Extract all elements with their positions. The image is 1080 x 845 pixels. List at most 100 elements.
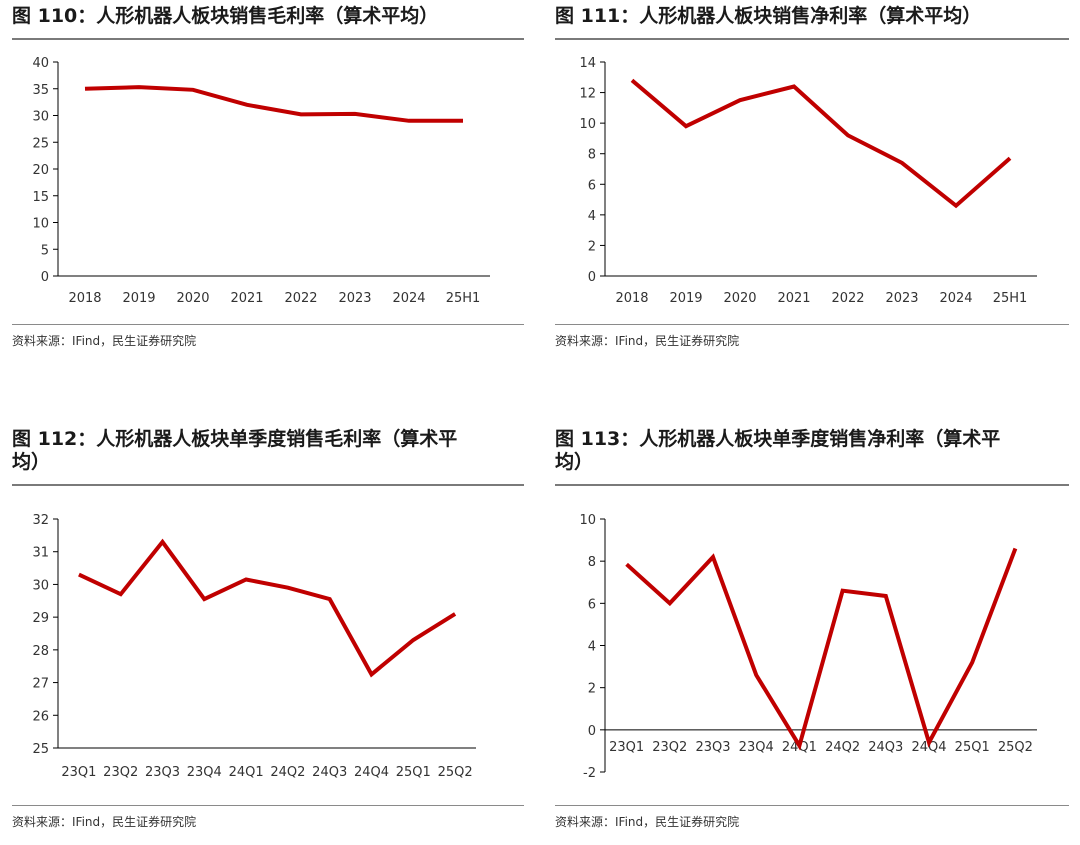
source-rule — [555, 805, 1069, 806]
y-tick-label: 2 — [588, 682, 596, 697]
data-point — [191, 88, 195, 92]
x-tick-label: 25H1 — [446, 291, 481, 306]
x-tick-label: 23Q3 — [695, 740, 730, 755]
y-tick-label: 35 — [32, 83, 49, 98]
x-tick-label: 2024 — [939, 291, 972, 306]
x-tick-label: 24Q2 — [825, 740, 860, 755]
x-tick-label: 24Q4 — [911, 740, 946, 755]
y-tick-label: 32 — [32, 513, 49, 528]
series-line — [630, 78, 1012, 209]
y-tick-label: 0 — [588, 270, 596, 285]
x-tick-label: 2023 — [338, 291, 371, 306]
chart-panel-113: 图 113：人形机器人板块单季度销售净利率（算术平 均） -2 0 2 4 6 8 10 23… — [555, 420, 1069, 840]
x-tick-label: 23Q4 — [187, 765, 222, 780]
y-tick-label: 20 — [32, 163, 49, 178]
data-point — [299, 112, 303, 116]
title-rule — [555, 484, 1069, 486]
data-point — [411, 638, 415, 642]
y-tick-label: 10 — [579, 117, 596, 132]
x-tick-label: 2022 — [831, 291, 864, 306]
y-tick-label: 15 — [32, 190, 49, 205]
source-note: 资料来源：IFind，民生证券研究院 — [555, 334, 740, 348]
y-tick-label: 6 — [588, 178, 596, 193]
data-point — [1013, 547, 1017, 551]
x-tick-label: 23Q3 — [145, 765, 180, 780]
x-tick-label: 2018 — [68, 291, 101, 306]
data-point — [927, 740, 931, 744]
x-tick-label: 23Q1 — [61, 765, 96, 780]
x-tick-label: 2019 — [122, 291, 155, 306]
data-point — [77, 573, 81, 577]
data-point — [83, 87, 87, 91]
x-tick-label: 23Q2 — [652, 740, 687, 755]
x-tick-label: 25Q1 — [396, 765, 431, 780]
data-point — [202, 597, 206, 601]
data-point — [954, 204, 958, 208]
y-tick-label: -2 — [583, 766, 596, 781]
data-point — [453, 612, 457, 616]
x-tick-label: 2018 — [615, 291, 648, 306]
y-tick-label: 28 — [32, 644, 49, 659]
data-point — [328, 597, 332, 601]
x-tick-label: 2023 — [885, 291, 918, 306]
chart-title-line-1: 图 112：人形机器人板块单季度销售毛利率（算术平 — [12, 428, 458, 450]
data-point — [630, 78, 634, 82]
x-tick-label: 24Q2 — [270, 765, 305, 780]
y-tick-label: 10 — [579, 513, 596, 528]
y-tick-label: 40 — [32, 56, 49, 71]
data-point — [161, 540, 165, 544]
chart-title: 图 111：人形机器人板块销售净利率（算术平均） — [555, 5, 982, 27]
y-tick-label: 0 — [588, 724, 596, 739]
chart-panel-112: 图 112：人形机器人板块单季度销售毛利率（算术平 均） 25 26 27 28 29 3… — [12, 420, 524, 840]
x-tick-label: 2024 — [392, 291, 425, 306]
y-tick-label: 30 — [32, 578, 49, 593]
source-note: 资料来源：IFind，民生证券研究院 — [555, 815, 740, 829]
x-tick-label: 25Q2 — [438, 765, 473, 780]
x-tick-label: 24Q4 — [354, 765, 389, 780]
data-point — [407, 119, 411, 123]
data-point — [370, 672, 374, 676]
title-rule — [555, 38, 1069, 40]
data-point — [754, 673, 758, 677]
line-chart-gross-margin-quarterly: 25 26 27 28 29 30 31 32 23Q1 23Q2 23Q3 23Q4 24Q1 24Q2… — [32, 513, 476, 780]
y-tick-label: 26 — [32, 709, 49, 724]
y-tick-label: 14 — [579, 56, 596, 71]
y-tick-label: 31 — [32, 546, 49, 561]
x-tick-label: 23Q2 — [103, 765, 138, 780]
data-point — [286, 586, 290, 590]
source-note: 资料来源：IFind，民生证券研究院 — [12, 815, 197, 829]
data-point — [841, 589, 845, 593]
data-point — [738, 98, 742, 102]
source-rule — [12, 324, 524, 325]
y-tick-label: 30 — [32, 110, 49, 125]
x-tick-label: 24Q1 — [229, 765, 264, 780]
data-point — [846, 133, 850, 137]
chart-panel-110: 图 110：人形机器人板块销售毛利率（算术平均） 0 5 10 15 20 25 30 35 4… — [12, 0, 524, 360]
data-point — [119, 592, 123, 596]
x-tick-label: 2019 — [669, 291, 702, 306]
y-tick-label: 10 — [32, 217, 49, 232]
data-point — [353, 112, 357, 116]
data-point — [461, 119, 465, 123]
source-note: 资料来源：IFind，民生证券研究院 — [12, 334, 197, 348]
data-point — [884, 594, 888, 598]
y-tick-label: 0 — [41, 270, 49, 285]
series-line — [625, 547, 1018, 751]
series-line — [84, 85, 463, 123]
y-tick-label: 6 — [588, 597, 596, 612]
x-tick-label: 25Q2 — [998, 740, 1033, 755]
x-tick-label: 23Q4 — [739, 740, 774, 755]
title-rule — [12, 484, 524, 486]
x-tick-label: 24Q3 — [868, 740, 903, 755]
title-rule — [12, 38, 524, 40]
data-point — [668, 601, 672, 605]
x-tick-label: 2020 — [176, 291, 209, 306]
data-point — [137, 85, 141, 89]
data-point — [244, 578, 248, 582]
x-tick-label: 2021 — [230, 291, 263, 306]
y-tick-label: 8 — [588, 555, 596, 570]
data-point — [900, 161, 904, 165]
x-tick-label: 25H1 — [993, 291, 1028, 306]
source-rule — [555, 324, 1069, 325]
y-tick-label: 5 — [41, 243, 49, 258]
